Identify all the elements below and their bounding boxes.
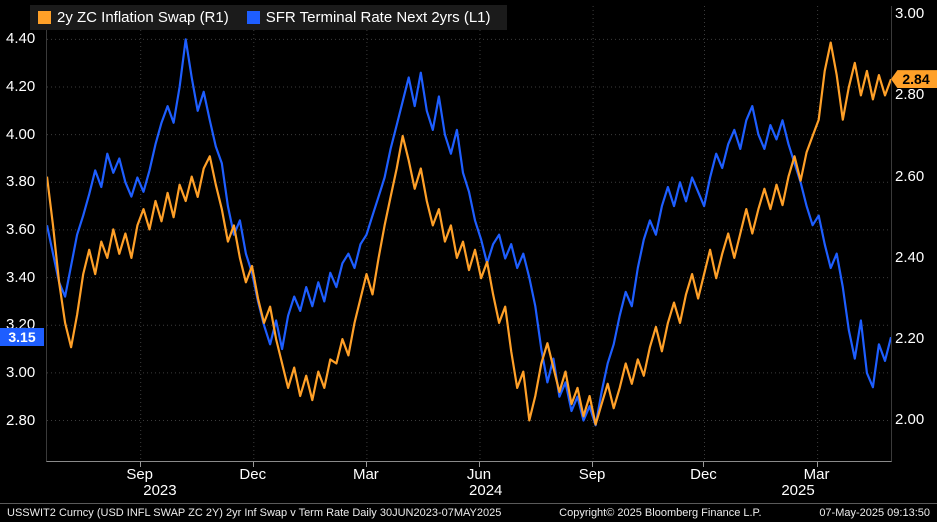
- timestamp: 07-May-2025 09:13:50: [819, 507, 930, 519]
- x-tick-mark: [365, 462, 367, 467]
- x-tick-mark: [703, 462, 705, 467]
- x-axis: Sep Dec Mar Jun Sep Dec Mar: [0, 462, 937, 483]
- x-tick-mark: [816, 462, 818, 467]
- left-axis-tick-label: 4.00: [6, 125, 36, 143]
- x-tick-mark: [592, 462, 594, 467]
- year-label: 2023: [143, 482, 177, 499]
- right-axis-tick-label: 2.00: [895, 411, 925, 429]
- year-labels: 2023 2024 2025: [0, 482, 937, 500]
- right-axis-tick-label: 2.80: [895, 86, 925, 104]
- left-axis-tick-label: 2.80: [6, 411, 36, 429]
- left-axis-tick-label: 3.00: [6, 363, 36, 381]
- right-axis-tick-label: 3.00: [895, 5, 925, 23]
- x-tick-label: Mar: [352, 466, 379, 483]
- legend-item-inflation-swap[interactable]: 2y ZC Inflation Swap (R1): [38, 9, 229, 26]
- left-axis-tick-label: 3.60: [6, 220, 36, 238]
- x-tick-label: Sep: [126, 466, 154, 483]
- x-tick-mark: [478, 462, 480, 467]
- legend-label: SFR Terminal Rate Next 2yrs (L1): [265, 9, 491, 26]
- x-tick-label: Jun: [466, 466, 492, 483]
- right-axis-tick-label: 2.40: [895, 248, 925, 266]
- plot-area[interactable]: [46, 6, 892, 462]
- legend-swatch-icon: [38, 11, 51, 24]
- x-tick-mark: [252, 462, 254, 467]
- x-tick-mark: [139, 462, 141, 467]
- x-tick-label: Dec: [690, 466, 717, 483]
- legend-item-sfr-terminal-rate[interactable]: SFR Terminal Rate Next 2yrs (L1): [246, 9, 491, 26]
- left-axis-tick-label: 3.80: [6, 173, 36, 191]
- security-description: USSWIT2 Curncy (USD INFL SWAP ZC 2Y) 2yr…: [7, 507, 502, 519]
- left-axis-tick-label: 4.20: [6, 77, 36, 95]
- right-axis-tick-label: 2.60: [895, 167, 925, 185]
- left-axis-tick-label: 3.40: [6, 268, 36, 286]
- chart-canvas: [47, 6, 891, 461]
- right-axis-last-value-badge: 2.84: [891, 70, 937, 89]
- left-axis-tick-label: 4.40: [6, 30, 36, 48]
- left-axis-last-value-badge: 3.15: [0, 328, 44, 347]
- year-label: 2024: [469, 482, 503, 499]
- right-axis-tick-label: 2.20: [895, 330, 925, 348]
- x-tick-label: Sep: [578, 466, 606, 483]
- status-bar: USSWIT2 Curncy (USD INFL SWAP ZC 2Y) 2yr…: [0, 503, 937, 522]
- copyright: Copyright© 2025 Bloomberg Finance L.P.: [559, 507, 762, 519]
- legend-swatch-icon: [246, 11, 260, 24]
- series-line-sfr-terminal-rate: [47, 38, 891, 427]
- x-tick-label: Dec: [239, 466, 267, 483]
- chart-legend: 2y ZC Inflation Swap (R1) SFR Terminal Ra…: [30, 5, 507, 30]
- legend-label: 2y ZC Inflation Swap (R1): [57, 9, 229, 26]
- series-line-inflation-swap: [47, 41, 891, 426]
- year-label: 2025: [781, 482, 815, 499]
- x-tick-label: Mar: [803, 466, 830, 483]
